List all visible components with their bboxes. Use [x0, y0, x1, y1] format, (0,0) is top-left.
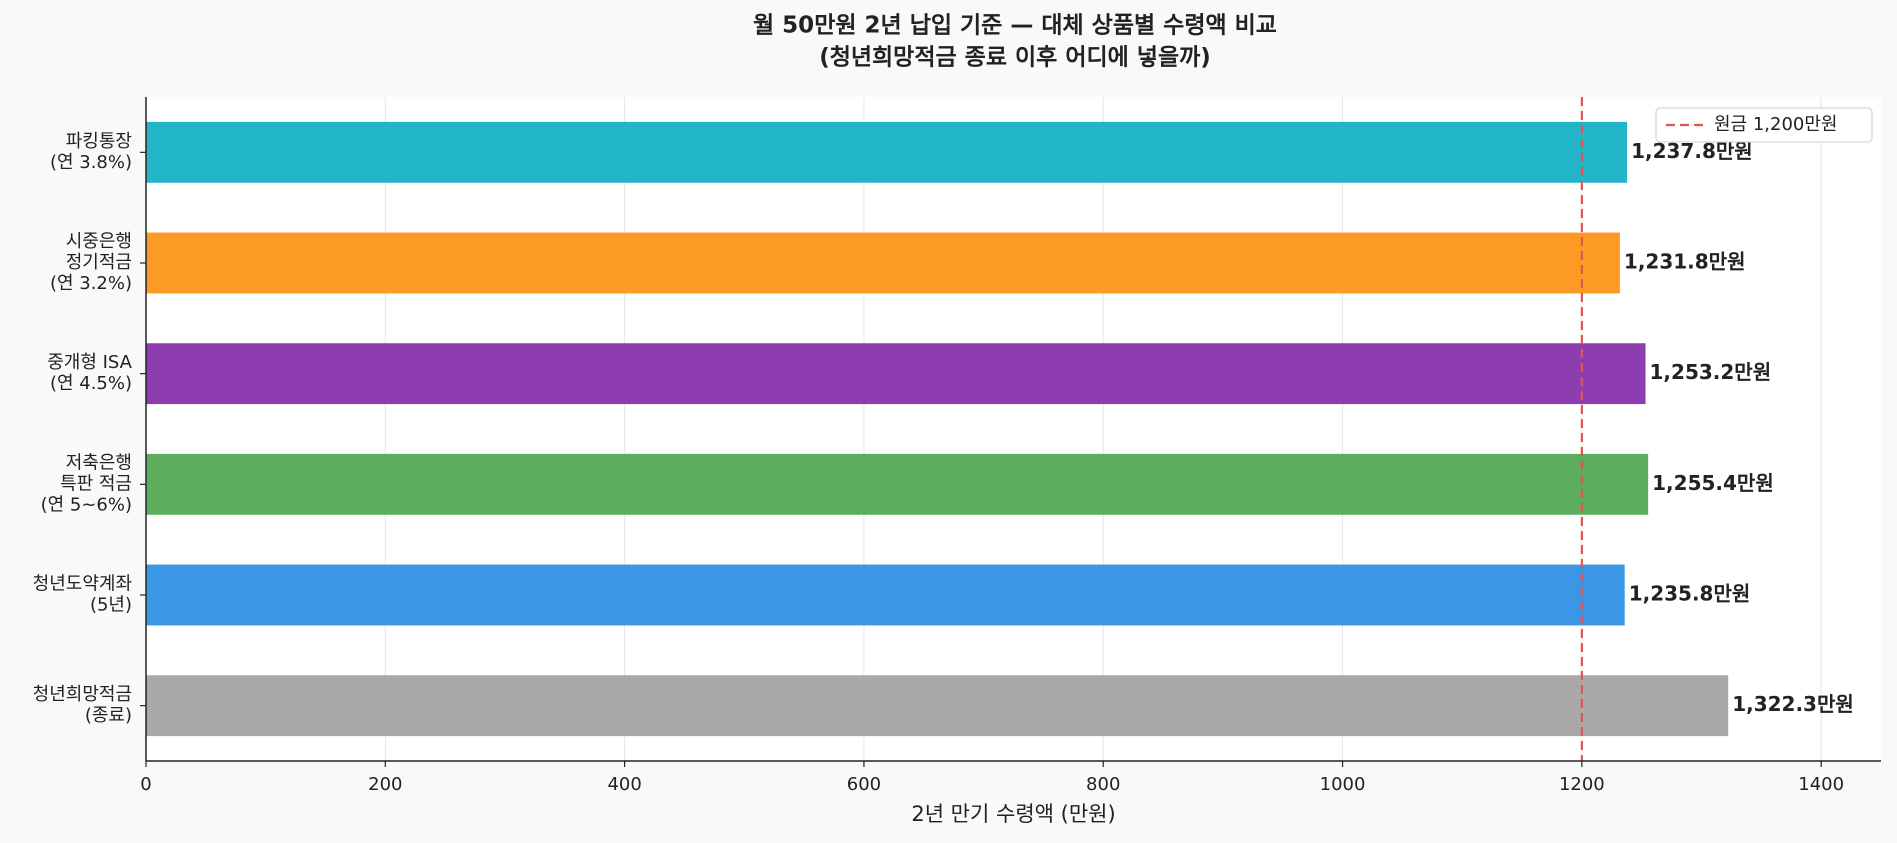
- y-tick-label: (연 5~6%): [41, 494, 132, 515]
- x-tick-label: 800: [1086, 774, 1120, 795]
- y-tick-label: 중개형 ISA: [47, 352, 132, 373]
- y-tick-label: (연 3.2%): [50, 273, 132, 294]
- value-label: 1,235.8만원: [1629, 582, 1751, 606]
- legend-label: 원금 1,200만원: [1714, 114, 1838, 135]
- value-label: 1,237.8만원: [1631, 139, 1753, 163]
- value-label: 1,322.3만원: [1732, 692, 1854, 716]
- value-label: 1,253.2만원: [1650, 360, 1772, 384]
- x-tick-label: 600: [847, 774, 881, 795]
- plot-area: [146, 97, 1881, 761]
- y-tick-label: 특판 적금: [60, 473, 132, 494]
- value-label: 1,231.8만원: [1624, 250, 1746, 274]
- y-tick-label: 청년도약계좌: [33, 574, 132, 595]
- x-axis-label: 2년 만기 수령액 (만원): [911, 802, 1115, 826]
- y-tick-label: 저축은행: [66, 452, 132, 473]
- x-tick-label: 200: [368, 774, 402, 795]
- bar: [146, 343, 1646, 405]
- bar: [146, 121, 1628, 183]
- bar: [146, 453, 1649, 515]
- x-tick-label: 0: [140, 774, 151, 795]
- legend-box: [1655, 107, 1873, 143]
- y-tick-label: 청년희망적금: [33, 684, 132, 705]
- bar: [146, 564, 1625, 626]
- chart-title: 월 50만원 2년 납입 기준 — 대체 상품별 수령액 비교: [753, 13, 1277, 39]
- x-tick-label: 1400: [1798, 774, 1844, 795]
- y-tick-label: 정기적금: [66, 252, 132, 273]
- y-tick-label: 파킹통장: [66, 131, 132, 152]
- y-tick-label: (연 4.5%): [50, 373, 132, 394]
- x-tick-label: 1000: [1320, 774, 1366, 795]
- bar: [146, 675, 1729, 737]
- legend: 원금 1,200만원: [1655, 107, 1873, 143]
- y-tick-label: (5년): [90, 595, 132, 616]
- value-label: 1,255.4만원: [1652, 471, 1774, 495]
- x-tick-label: 1200: [1559, 774, 1605, 795]
- chart-title: (청년희망적금 종료 이후 어디에 넣을까): [819, 45, 1211, 71]
- x-tick-label: 400: [607, 774, 641, 795]
- y-tick-label: (연 3.8%): [50, 152, 132, 173]
- y-tick-label: 시중은행: [66, 231, 132, 252]
- bar: [146, 232, 1620, 294]
- y-tick-label: (종료): [85, 705, 132, 726]
